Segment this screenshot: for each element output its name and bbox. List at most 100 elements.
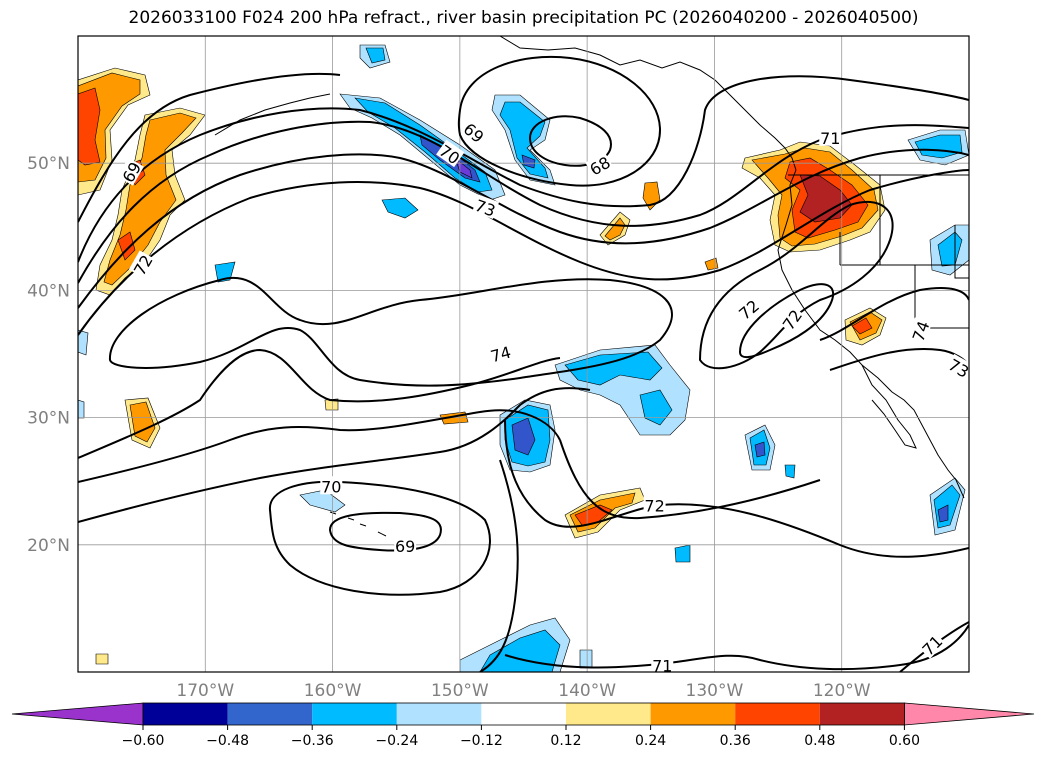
contour-label-text: 74 xyxy=(488,343,513,367)
state-border xyxy=(839,175,969,329)
contour-label: 71 xyxy=(651,655,674,676)
contour-label-bg xyxy=(460,117,489,146)
lat-label: 50°N xyxy=(27,154,70,174)
contour-label-bg xyxy=(907,317,932,345)
colorbar-segment xyxy=(396,703,482,725)
precip-region xyxy=(78,87,101,166)
hawaii-islands xyxy=(329,511,401,549)
coastline-alaska xyxy=(499,36,797,171)
contour-line xyxy=(78,409,561,483)
colorbar-label: 0.12 xyxy=(550,733,581,749)
contour-label-bg xyxy=(128,250,156,279)
contour-label-text: 71 xyxy=(820,129,840,148)
lon-label: 150°W xyxy=(431,681,489,701)
precipitation-shading xyxy=(78,44,969,672)
map-frame xyxy=(77,35,970,673)
contour-line xyxy=(698,200,894,370)
colorbar-label: −0.60 xyxy=(122,733,165,749)
precip-region xyxy=(521,154,536,169)
contour-label: 74 xyxy=(487,341,514,367)
colorbar: −0.60 −0.48 −0.36 −0.24 −0.12 0.12 0.24 0.36 0.4… xyxy=(11,702,1035,749)
contour-label-bg xyxy=(436,139,465,168)
colorbar-segment xyxy=(143,703,228,725)
lon-label: 140°W xyxy=(558,681,616,701)
contour-label-bg xyxy=(117,157,144,186)
colorbar-segment xyxy=(481,703,566,725)
contour-label: 72 xyxy=(643,495,666,515)
colorbar-segment xyxy=(650,703,736,725)
colorbar-segment xyxy=(227,703,313,725)
contour-line xyxy=(78,387,591,523)
precip-region xyxy=(324,398,339,411)
contour-label-bg xyxy=(651,655,674,674)
lat-label: 40°N xyxy=(27,281,70,301)
contour-label-text: 71 xyxy=(652,657,672,676)
contour-label: 69 xyxy=(394,536,417,556)
contour-label-bg xyxy=(643,495,666,514)
precip-region xyxy=(674,544,691,563)
precip-region xyxy=(214,261,236,283)
precip-region xyxy=(937,504,949,523)
colorbar-label: −0.24 xyxy=(375,733,418,749)
contour-line xyxy=(559,439,821,520)
colorbar-segment xyxy=(819,703,905,725)
precip-region xyxy=(937,231,963,267)
colorbar-extend-high xyxy=(904,702,1035,726)
colorbar-label: 0.24 xyxy=(635,733,666,749)
gridlines xyxy=(78,36,969,672)
lat-label: 20°N xyxy=(27,536,70,556)
contour-line xyxy=(78,75,969,263)
precip-region xyxy=(78,399,85,419)
colorbar-label: −0.36 xyxy=(291,733,334,749)
contour-label-bg xyxy=(819,127,842,146)
contour-line xyxy=(738,283,835,358)
axis-labels: 50°N 40°N 30°N 20°N 170°W 160°W 150°W 140°W 130°… xyxy=(27,154,871,701)
contour-line xyxy=(78,148,969,309)
precip-region xyxy=(381,197,419,219)
precip-region xyxy=(754,441,766,458)
precip-region xyxy=(365,47,386,64)
contour-label-bg xyxy=(733,294,763,323)
lon-label: 120°W xyxy=(813,681,871,701)
contour-label-text: 69 xyxy=(395,537,415,556)
contour-label-bg xyxy=(917,630,946,659)
colorbar-label: 0.36 xyxy=(720,733,751,749)
contour-label: 70 xyxy=(320,476,343,496)
colorbar-label: −0.48 xyxy=(206,733,249,749)
colorbar-segment xyxy=(312,703,397,725)
colorbar-label: 0.48 xyxy=(804,733,835,749)
contour-label: 71 xyxy=(819,127,842,148)
contour-label-bg xyxy=(945,353,974,381)
contour-line xyxy=(108,277,673,387)
contour-label-bg xyxy=(585,151,614,179)
contour-label-bg xyxy=(472,194,500,219)
contour-line xyxy=(457,55,662,187)
contour-line xyxy=(504,419,969,558)
colorbar-label: −0.12 xyxy=(460,733,503,749)
contour-label-bg xyxy=(487,341,514,365)
contour-line xyxy=(78,72,341,223)
lat-label: 30°N xyxy=(27,409,70,429)
precip-region xyxy=(499,101,549,179)
contour-label-bg xyxy=(394,536,417,555)
contour-line xyxy=(819,287,969,341)
precip-region xyxy=(851,317,873,335)
precip-region xyxy=(579,649,593,669)
colorbar-segment xyxy=(566,703,651,725)
precip-region xyxy=(78,329,89,356)
colorbar-extend-low xyxy=(11,702,144,726)
precip-region xyxy=(95,653,109,665)
lon-label: 170°W xyxy=(176,681,234,701)
contour-label-text: 72 xyxy=(644,496,664,515)
contour-line xyxy=(479,459,519,672)
precip-region xyxy=(511,417,536,456)
precip-region xyxy=(604,217,626,241)
colorbar-label: 0.60 xyxy=(889,733,920,749)
lon-label: 160°W xyxy=(304,681,362,701)
colorbar-segment xyxy=(735,703,820,725)
contour-line xyxy=(528,115,612,167)
contour-line xyxy=(328,511,442,552)
contour-line xyxy=(504,624,969,671)
colorbar-frame xyxy=(142,702,905,726)
